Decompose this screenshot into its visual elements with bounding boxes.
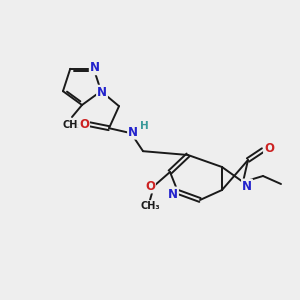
Text: N: N bbox=[90, 61, 100, 74]
Text: CH₃: CH₃ bbox=[62, 120, 82, 130]
Text: O: O bbox=[145, 179, 155, 193]
Text: N: N bbox=[128, 126, 138, 139]
Text: N: N bbox=[168, 188, 178, 200]
Text: O: O bbox=[264, 142, 274, 155]
Text: H: H bbox=[140, 121, 148, 131]
Text: N: N bbox=[97, 86, 107, 99]
Text: N: N bbox=[242, 179, 252, 193]
Text: CH₃: CH₃ bbox=[140, 201, 160, 211]
Text: O: O bbox=[79, 118, 89, 131]
